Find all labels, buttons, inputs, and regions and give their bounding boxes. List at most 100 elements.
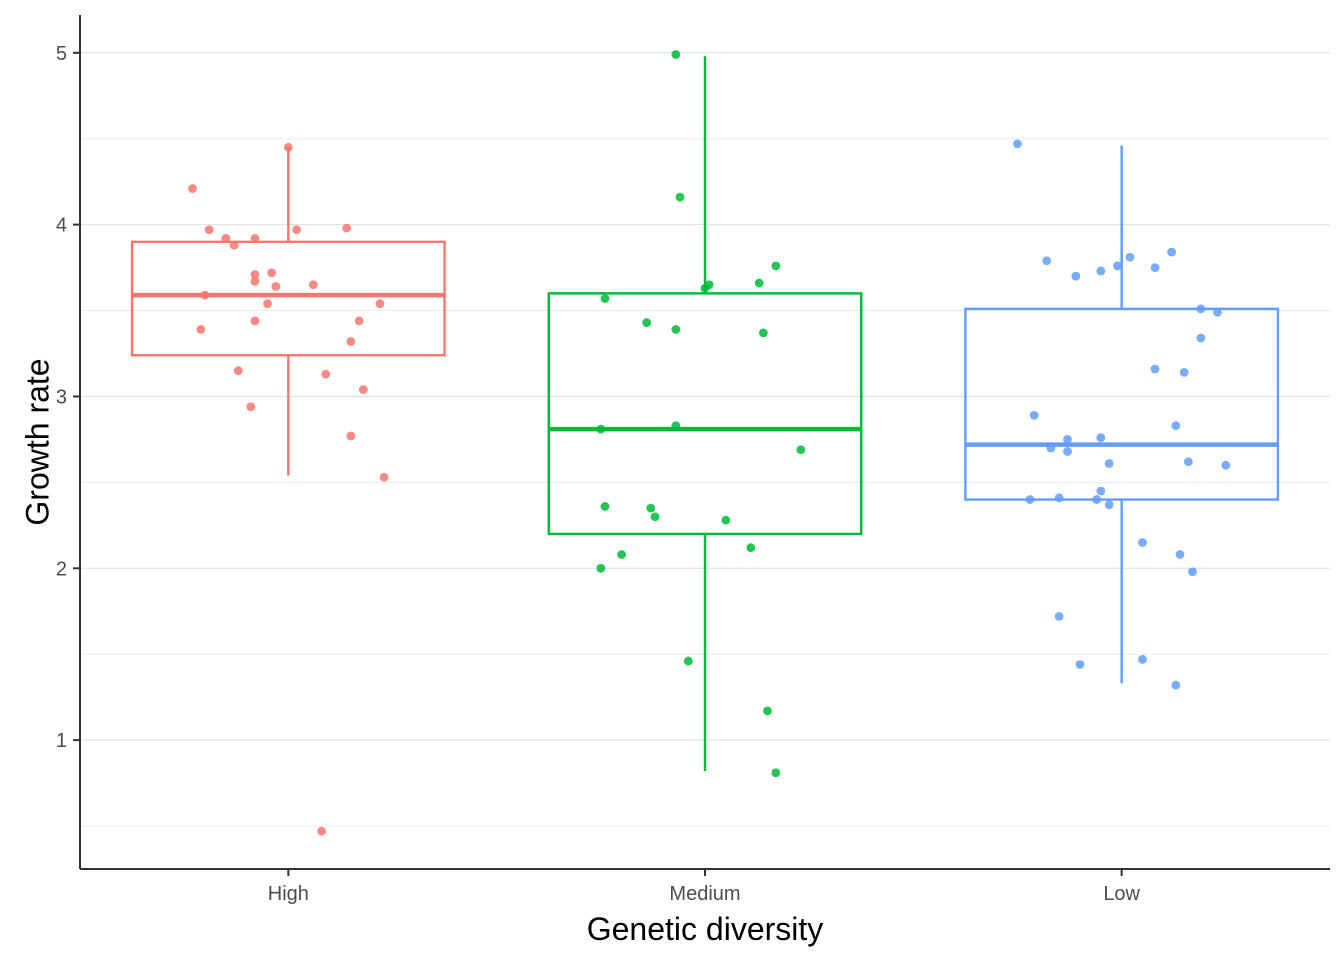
data-point	[1029, 410, 1039, 420]
data-point	[1138, 538, 1147, 547]
data-point	[642, 318, 652, 327]
data-points	[188, 50, 1231, 836]
data-point	[263, 299, 272, 309]
data-point	[1179, 368, 1189, 377]
data-point	[346, 337, 356, 346]
data-point	[1171, 680, 1181, 690]
data-point	[283, 142, 293, 152]
data-point	[671, 421, 681, 431]
data-point	[1221, 460, 1231, 470]
data-point	[1167, 247, 1177, 257]
data-point	[1150, 364, 1160, 374]
data-point	[646, 503, 656, 513]
data-point	[233, 366, 243, 376]
data-point	[200, 290, 210, 300]
data-point	[1063, 435, 1072, 444]
data-point	[1075, 660, 1085, 669]
data-point	[342, 223, 352, 233]
data-point	[763, 706, 772, 716]
data-point	[250, 276, 260, 286]
data-point	[1071, 271, 1081, 281]
data-point	[1104, 459, 1114, 468]
data-point	[596, 563, 606, 573]
data-point	[250, 270, 260, 279]
data-point	[1046, 443, 1056, 453]
points-high	[188, 142, 389, 836]
data-point	[221, 233, 231, 243]
data-point	[379, 472, 389, 482]
data-point	[188, 184, 197, 193]
data-point	[354, 316, 364, 326]
data-point	[1171, 421, 1181, 431]
y-tick-label: 2	[56, 558, 67, 580]
data-point	[229, 240, 239, 250]
data-point	[292, 225, 302, 235]
x-tick-label: Low	[1103, 883, 1140, 905]
data-point	[250, 316, 260, 326]
x-tick-label: Medium	[669, 883, 740, 905]
data-point	[204, 225, 214, 235]
x-tick-label: High	[268, 883, 309, 905]
data-point	[671, 50, 681, 59]
data-point	[1125, 252, 1135, 262]
data-point	[771, 261, 781, 271]
data-point	[1175, 550, 1185, 559]
data-point	[1196, 333, 1206, 343]
data-point	[267, 268, 277, 278]
data-point	[1042, 256, 1052, 266]
data-point	[308, 280, 318, 290]
data-point	[321, 369, 331, 379]
data-point	[700, 283, 710, 293]
y-tick-label: 1	[56, 730, 67, 752]
data-point	[1104, 500, 1114, 510]
data-point	[1096, 433, 1106, 443]
data-point	[375, 299, 385, 309]
data-point	[675, 192, 685, 202]
data-point	[317, 826, 327, 836]
data-point	[758, 328, 768, 338]
data-point	[600, 502, 610, 511]
data-point	[683, 656, 693, 666]
data-point	[596, 424, 606, 434]
data-point	[1096, 266, 1106, 276]
data-point	[671, 325, 681, 334]
points-medium	[596, 50, 806, 778]
data-point	[600, 294, 610, 303]
data-point	[250, 233, 260, 243]
box-medium	[547, 56, 863, 772]
data-point	[1150, 263, 1160, 272]
boxes	[130, 56, 1280, 772]
data-point	[1092, 495, 1102, 504]
data-point	[1054, 612, 1064, 621]
data-point	[1113, 261, 1122, 271]
data-point	[196, 325, 206, 334]
box-high	[130, 147, 446, 476]
data-point	[1183, 457, 1193, 467]
data-point	[1213, 307, 1222, 317]
data-point	[617, 550, 627, 559]
box-low	[964, 145, 1280, 684]
data-point	[754, 278, 764, 288]
data-point	[650, 512, 660, 522]
x-axis-title: Genetic diversity	[587, 911, 824, 947]
box-body	[130, 240, 446, 357]
data-point	[271, 282, 281, 291]
data-point	[796, 445, 806, 455]
data-point	[358, 385, 368, 394]
data-point	[1138, 654, 1147, 664]
data-point	[771, 768, 781, 778]
tick-labels: 1 2 3 4 5 High Medium Low	[56, 43, 1141, 905]
y-tick-label: 3	[56, 386, 67, 408]
box-body	[547, 292, 863, 536]
data-point	[1196, 304, 1206, 314]
data-point	[246, 402, 256, 412]
box-body	[964, 307, 1280, 501]
data-point	[1054, 493, 1064, 503]
data-point	[1096, 486, 1106, 496]
data-point	[721, 515, 731, 525]
data-point	[346, 431, 356, 441]
y-tick-label: 5	[56, 43, 67, 65]
points-low	[1013, 139, 1231, 690]
data-point	[1188, 567, 1197, 577]
data-point	[746, 543, 756, 553]
